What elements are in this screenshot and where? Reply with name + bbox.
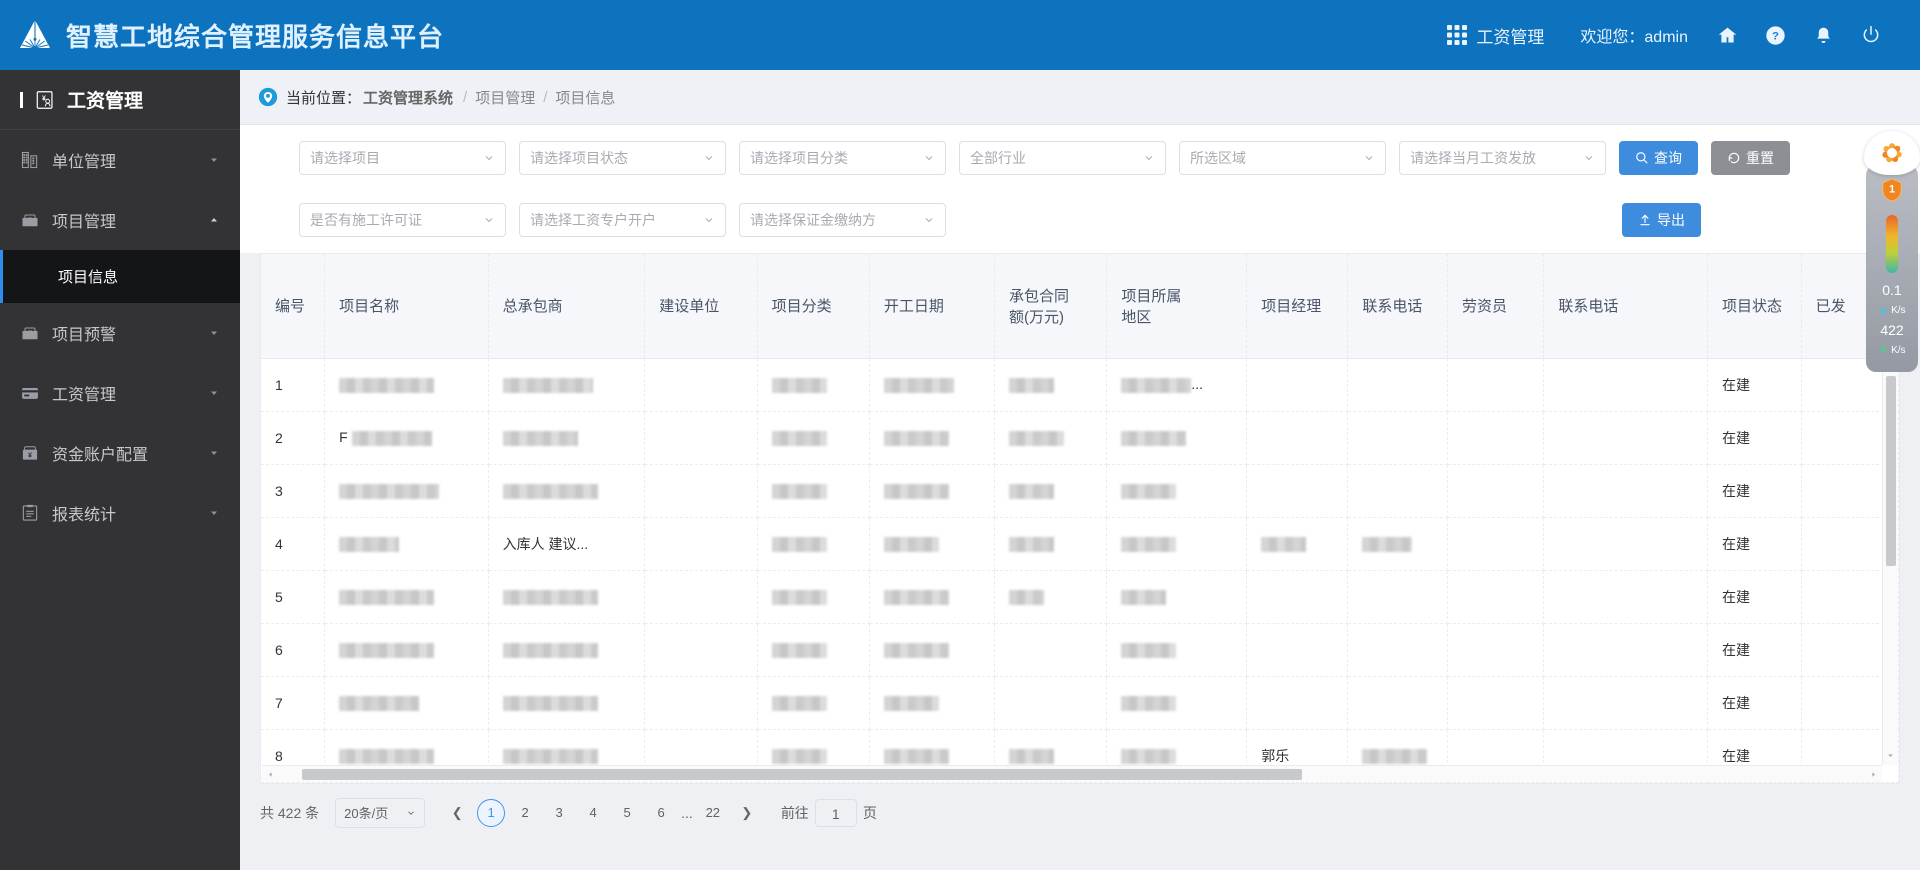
- svg-text:1: 1: [1889, 184, 1895, 196]
- svg-text:?: ?: [1772, 30, 1779, 42]
- svg-text:¥: ¥: [28, 451, 32, 459]
